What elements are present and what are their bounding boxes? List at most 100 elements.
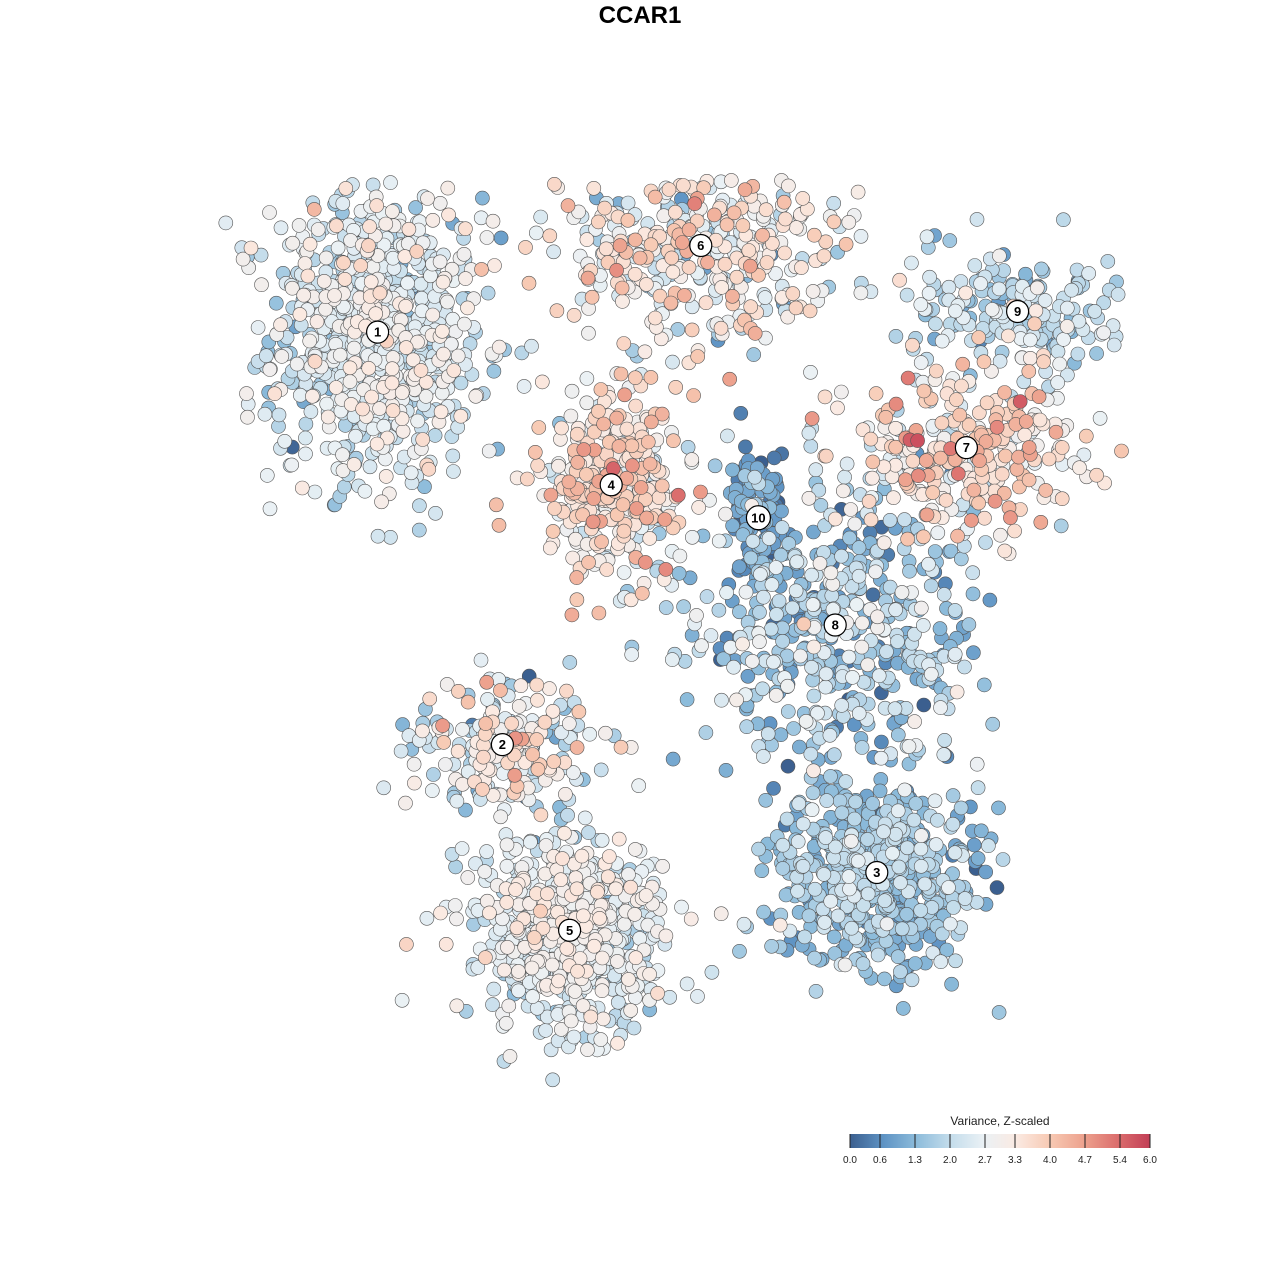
scatter-point (827, 946, 843, 961)
scatter-point (806, 688, 822, 704)
colorbar-tick-label: 3.3 (1008, 1155, 1022, 1166)
scatter-point (913, 858, 929, 874)
scatter-point (665, 354, 680, 370)
colorbar-tick-label: 6.0 (1143, 1155, 1157, 1166)
scatter-point (460, 870, 476, 885)
scatter-point (306, 202, 322, 217)
scatter-point (768, 266, 783, 281)
scatter-point (756, 904, 771, 920)
scatter-point (585, 514, 601, 530)
scatter-point (297, 256, 313, 271)
scatter-point (501, 998, 517, 1014)
scatter-point (1089, 467, 1104, 483)
scatter-point (361, 360, 377, 376)
scatter-point (455, 776, 470, 792)
scatter-point (818, 448, 834, 464)
scatter-point (804, 659, 819, 675)
scatter-point (756, 589, 771, 605)
scatter-point (772, 917, 788, 933)
scatter-point (319, 396, 335, 412)
scatter-point (913, 600, 929, 616)
scatter-point (670, 322, 686, 337)
scatter-point (796, 616, 812, 632)
scatter-point (546, 754, 562, 769)
scatter-point (470, 960, 486, 975)
scatter-point (1056, 212, 1071, 227)
scatter-point (593, 1032, 609, 1047)
scatter-point (533, 209, 549, 225)
scatter-point (684, 322, 700, 338)
scatter-point (860, 832, 875, 847)
scatter-point (854, 740, 870, 755)
scatter-point (519, 471, 535, 487)
scatter-point (1060, 300, 1075, 316)
scatter-point (985, 716, 1001, 732)
scatter-point (395, 717, 410, 732)
scatter-point (777, 245, 792, 261)
scatter-point (383, 175, 398, 190)
scatter-point (790, 834, 806, 849)
scatter-point (642, 531, 658, 546)
scatter-point (932, 621, 948, 636)
scatter-point (583, 1009, 599, 1025)
scatter-point (499, 837, 515, 853)
scatter-point (886, 490, 901, 506)
scatter-point (551, 973, 566, 989)
scatter-point (623, 592, 639, 608)
scatter-point (945, 816, 961, 832)
scatter-point (775, 837, 791, 853)
scatter-point (691, 500, 707, 515)
scatter-point (690, 989, 705, 1004)
scatter-point (1027, 316, 1042, 332)
scatter-point (841, 869, 857, 884)
scatter-point (663, 295, 679, 311)
scatter-point (905, 453, 921, 469)
scatter-point (493, 683, 508, 698)
scatter-point (806, 763, 821, 779)
scatter-point (746, 347, 762, 362)
scatter-point (923, 578, 939, 594)
scatter-point (446, 363, 462, 378)
scatter-point (834, 698, 850, 713)
scatter-point (475, 782, 490, 797)
scatter-point (997, 543, 1013, 559)
scatter-point (878, 409, 894, 425)
scatter-point (611, 439, 627, 454)
scatter-point (681, 222, 697, 237)
scatter-point (1009, 461, 1025, 477)
scatter-point (737, 182, 753, 197)
scatter-point (597, 200, 612, 216)
scatter-point (893, 875, 908, 891)
scatter-point (805, 597, 821, 612)
scatter-point (893, 964, 908, 980)
scatter-point (732, 943, 747, 959)
scatter-point (780, 678, 795, 694)
scatter-point (679, 976, 695, 992)
scatter-point (817, 389, 833, 405)
scatter-point (826, 929, 842, 945)
scatter-point (560, 807, 575, 823)
scatter-point (807, 950, 822, 966)
scatter-point (267, 386, 283, 402)
scatter-point (879, 916, 895, 932)
scatter-point (936, 587, 952, 602)
scatter-point (411, 522, 427, 538)
scatter-point (401, 221, 417, 237)
scatter-point (613, 366, 629, 382)
scatter-point (616, 336, 632, 351)
scatter-point (894, 921, 910, 937)
scatter-point (890, 727, 906, 743)
scatter-point (480, 692, 495, 707)
scatter-point (837, 957, 853, 973)
scatter-point (961, 617, 977, 632)
scatter-point (684, 529, 700, 545)
scatter-point (1018, 266, 1033, 282)
scatter-point (795, 816, 811, 832)
scatter-point (966, 837, 982, 853)
scatter-point (780, 758, 796, 774)
scatter-point (298, 416, 314, 432)
scatter-point (478, 950, 493, 965)
scatter-point (888, 396, 904, 412)
scatter-point (993, 527, 1008, 543)
scatter-point (262, 205, 277, 220)
